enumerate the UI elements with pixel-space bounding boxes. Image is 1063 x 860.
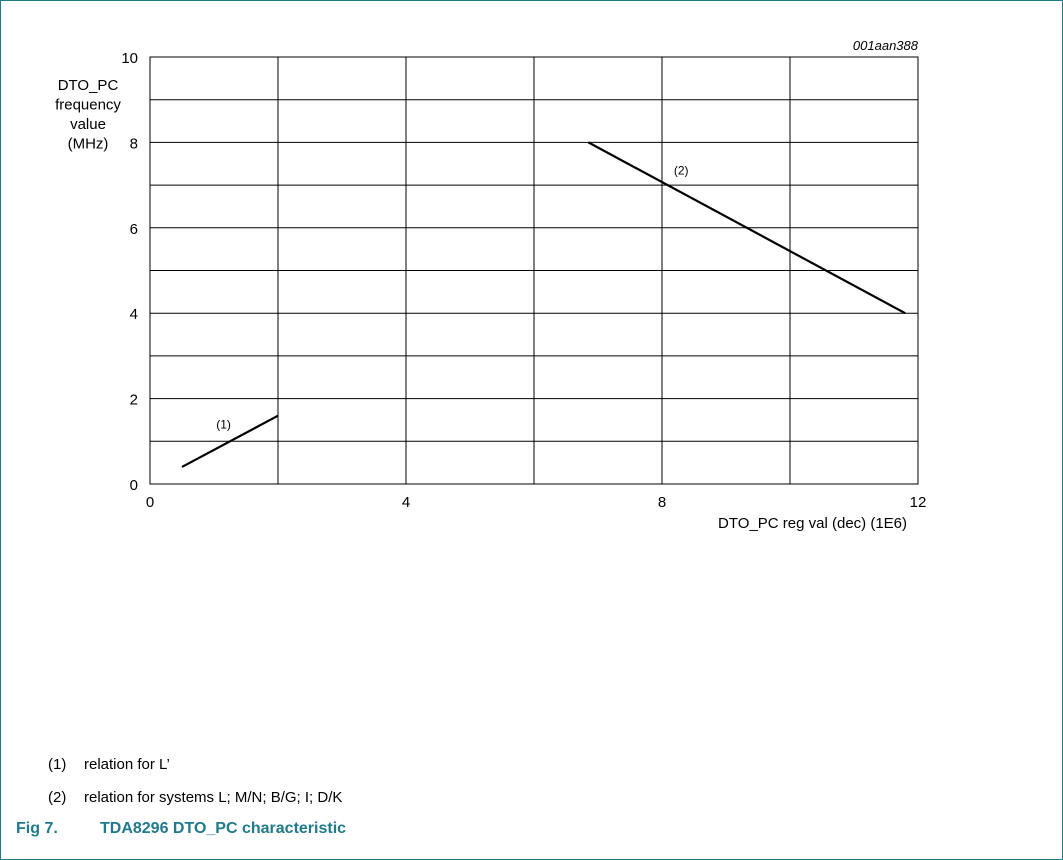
figure-code: 001aan388	[853, 38, 919, 53]
legend-item-1: (1) relation for L’	[48, 756, 170, 773]
y-tick-label: 6	[130, 221, 138, 238]
y-axis-label-line: (MHz)	[68, 136, 109, 153]
y-axis-label-line: frequency	[55, 97, 121, 114]
series-annotation-2: (2)	[674, 163, 689, 177]
legend-item-2: (2) relation for systems L; M/N; B/G; I; …	[48, 789, 342, 806]
plot-area-border	[149, 56, 919, 485]
x-axis-label: DTO_PC reg val (dec) (1E6)	[718, 515, 907, 532]
x-tick-label: 12	[910, 494, 927, 511]
y-axis-label-line: value	[70, 116, 106, 133]
x-tick-label: 8	[658, 494, 666, 511]
series-annotation-1: (1)	[216, 417, 231, 431]
legend-item-1-number: (1)	[48, 756, 67, 773]
y-axis-label-line: DTO_PC	[58, 77, 119, 94]
legend-item-2-number: (2)	[48, 789, 67, 806]
figure-number: Fig 7.	[16, 820, 58, 837]
legend-item-1-text: relation for L’	[84, 756, 170, 773]
legend-item-2-text: relation for systems L; M/N; B/G; I; D/K	[84, 789, 343, 806]
figure-caption: Fig 7. TDA8296 DTO_PC characteristic	[16, 820, 346, 838]
figure-title: TDA8296 DTO_PC characteristic	[100, 820, 347, 837]
y-tick-label: 4	[130, 306, 138, 323]
y-tick-label: 2	[130, 392, 138, 409]
series-line-1	[181, 414, 279, 468]
x-tick-label: 4	[402, 494, 410, 511]
y-tick-label: 10	[121, 50, 138, 67]
series-line-2	[587, 141, 906, 315]
y-tick-label: 0	[130, 477, 138, 494]
y-tick-label: 8	[130, 135, 138, 152]
x-tick-label: 0	[146, 494, 154, 511]
